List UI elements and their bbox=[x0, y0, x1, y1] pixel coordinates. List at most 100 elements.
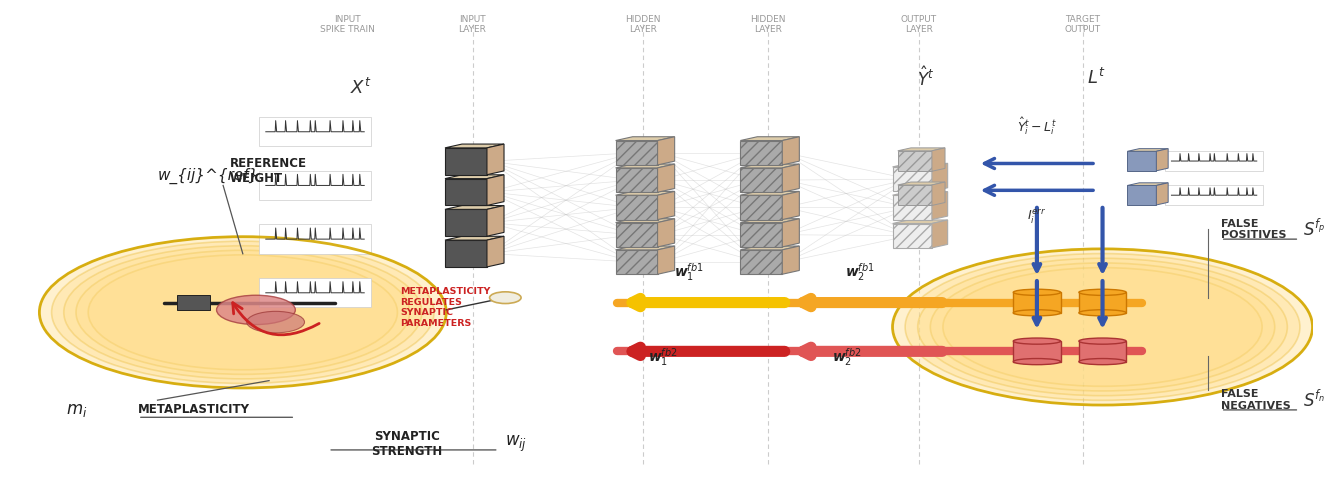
Polygon shape bbox=[898, 185, 932, 205]
Circle shape bbox=[490, 292, 521, 304]
Polygon shape bbox=[782, 246, 799, 274]
Polygon shape bbox=[1127, 185, 1157, 205]
Polygon shape bbox=[898, 151, 932, 171]
Bar bbox=[1013, 341, 1061, 362]
Polygon shape bbox=[616, 246, 675, 250]
Polygon shape bbox=[898, 148, 946, 151]
Polygon shape bbox=[740, 191, 799, 195]
Polygon shape bbox=[445, 144, 505, 148]
Text: $m_i$: $m_i$ bbox=[65, 401, 88, 419]
Circle shape bbox=[918, 258, 1287, 396]
Circle shape bbox=[931, 263, 1275, 391]
Polygon shape bbox=[898, 182, 946, 185]
Bar bbox=[1078, 341, 1126, 362]
Polygon shape bbox=[445, 148, 487, 175]
Polygon shape bbox=[740, 223, 782, 247]
Polygon shape bbox=[616, 191, 675, 195]
Text: $\boldsymbol{w}_2^{fb1}$: $\boldsymbol{w}_2^{fb1}$ bbox=[845, 261, 875, 283]
Text: SYNAPTIC
STRENGTH: SYNAPTIC STRENGTH bbox=[372, 430, 442, 458]
Bar bbox=[259, 278, 371, 307]
Circle shape bbox=[943, 267, 1262, 386]
Polygon shape bbox=[616, 141, 657, 165]
Polygon shape bbox=[616, 223, 657, 247]
Bar bbox=[259, 171, 371, 200]
Text: $\boldsymbol{w}_1^{fb1}$: $\boldsymbol{w}_1^{fb1}$ bbox=[675, 261, 704, 283]
Polygon shape bbox=[657, 137, 675, 165]
Text: INPUT
SPIKE TRAIN: INPUT SPIKE TRAIN bbox=[320, 15, 376, 34]
Polygon shape bbox=[445, 175, 505, 179]
Bar bbox=[259, 117, 371, 146]
Polygon shape bbox=[740, 219, 799, 223]
Polygon shape bbox=[616, 164, 675, 168]
Text: HIDDEN
LAYER: HIDDEN LAYER bbox=[625, 15, 661, 34]
Polygon shape bbox=[740, 137, 799, 141]
Polygon shape bbox=[932, 192, 948, 220]
Text: METAPLASTICITY: METAPLASTICITY bbox=[138, 404, 250, 416]
Polygon shape bbox=[740, 195, 782, 220]
Polygon shape bbox=[445, 240, 487, 267]
Text: $\boldsymbol{w}_2^{fb2}$: $\boldsymbol{w}_2^{fb2}$ bbox=[831, 346, 862, 368]
Polygon shape bbox=[616, 250, 657, 274]
Polygon shape bbox=[740, 246, 799, 250]
Polygon shape bbox=[782, 137, 799, 165]
Ellipse shape bbox=[1078, 338, 1126, 344]
Text: OUTPUT
LAYER: OUTPUT LAYER bbox=[900, 15, 936, 34]
Text: $\hat{Y}_i^t - L_i^t$: $\hat{Y}_i^t - L_i^t$ bbox=[1017, 115, 1057, 137]
Polygon shape bbox=[1127, 149, 1169, 151]
Polygon shape bbox=[445, 205, 505, 209]
Text: $X^t$: $X^t$ bbox=[351, 78, 372, 98]
Polygon shape bbox=[616, 219, 675, 223]
Text: $L^t$: $L^t$ bbox=[1086, 68, 1105, 88]
Text: FALSE
NEGATIVES: FALSE NEGATIVES bbox=[1220, 389, 1291, 411]
Bar bbox=[1165, 151, 1263, 171]
Polygon shape bbox=[1127, 151, 1157, 171]
Polygon shape bbox=[782, 191, 799, 220]
Polygon shape bbox=[657, 164, 675, 192]
Polygon shape bbox=[445, 236, 505, 240]
Polygon shape bbox=[1157, 149, 1169, 171]
Ellipse shape bbox=[1013, 359, 1061, 365]
Text: w_{ij}^{ref}: w_{ij}^{ref} bbox=[158, 167, 259, 184]
Polygon shape bbox=[892, 163, 948, 167]
Polygon shape bbox=[1157, 183, 1169, 205]
Circle shape bbox=[892, 249, 1312, 405]
Polygon shape bbox=[932, 182, 946, 205]
Text: $w_{ij}$: $w_{ij}$ bbox=[506, 434, 527, 454]
Polygon shape bbox=[657, 191, 675, 220]
Circle shape bbox=[906, 254, 1300, 400]
Circle shape bbox=[64, 246, 422, 379]
Text: $\hat{Y}^t$: $\hat{Y}^t$ bbox=[916, 66, 934, 90]
Ellipse shape bbox=[1078, 310, 1126, 316]
Circle shape bbox=[40, 237, 446, 388]
FancyArrowPatch shape bbox=[232, 303, 319, 335]
Text: FALSE
POSITIVES: FALSE POSITIVES bbox=[1220, 219, 1286, 240]
Polygon shape bbox=[932, 220, 948, 248]
Polygon shape bbox=[487, 175, 505, 205]
Circle shape bbox=[76, 250, 409, 374]
Polygon shape bbox=[1127, 183, 1169, 185]
Polygon shape bbox=[487, 205, 505, 236]
FancyArrowPatch shape bbox=[802, 298, 943, 307]
Polygon shape bbox=[616, 195, 657, 220]
Text: $I_i^{err}$: $I_i^{err}$ bbox=[1027, 207, 1046, 225]
Ellipse shape bbox=[1013, 338, 1061, 344]
FancyArrowPatch shape bbox=[1100, 208, 1106, 271]
Circle shape bbox=[216, 295, 295, 325]
Polygon shape bbox=[740, 164, 799, 168]
Circle shape bbox=[88, 255, 397, 370]
Polygon shape bbox=[740, 141, 782, 165]
FancyArrowPatch shape bbox=[1033, 281, 1040, 325]
Circle shape bbox=[247, 311, 304, 333]
Polygon shape bbox=[782, 219, 799, 247]
Circle shape bbox=[52, 241, 434, 384]
Bar bbox=[1013, 292, 1061, 313]
FancyArrowPatch shape bbox=[802, 347, 943, 356]
Polygon shape bbox=[487, 236, 505, 267]
Polygon shape bbox=[616, 137, 675, 141]
Polygon shape bbox=[892, 192, 948, 195]
Ellipse shape bbox=[1013, 310, 1061, 316]
Polygon shape bbox=[782, 164, 799, 192]
Polygon shape bbox=[892, 224, 932, 248]
Polygon shape bbox=[892, 167, 932, 191]
Polygon shape bbox=[616, 168, 657, 192]
